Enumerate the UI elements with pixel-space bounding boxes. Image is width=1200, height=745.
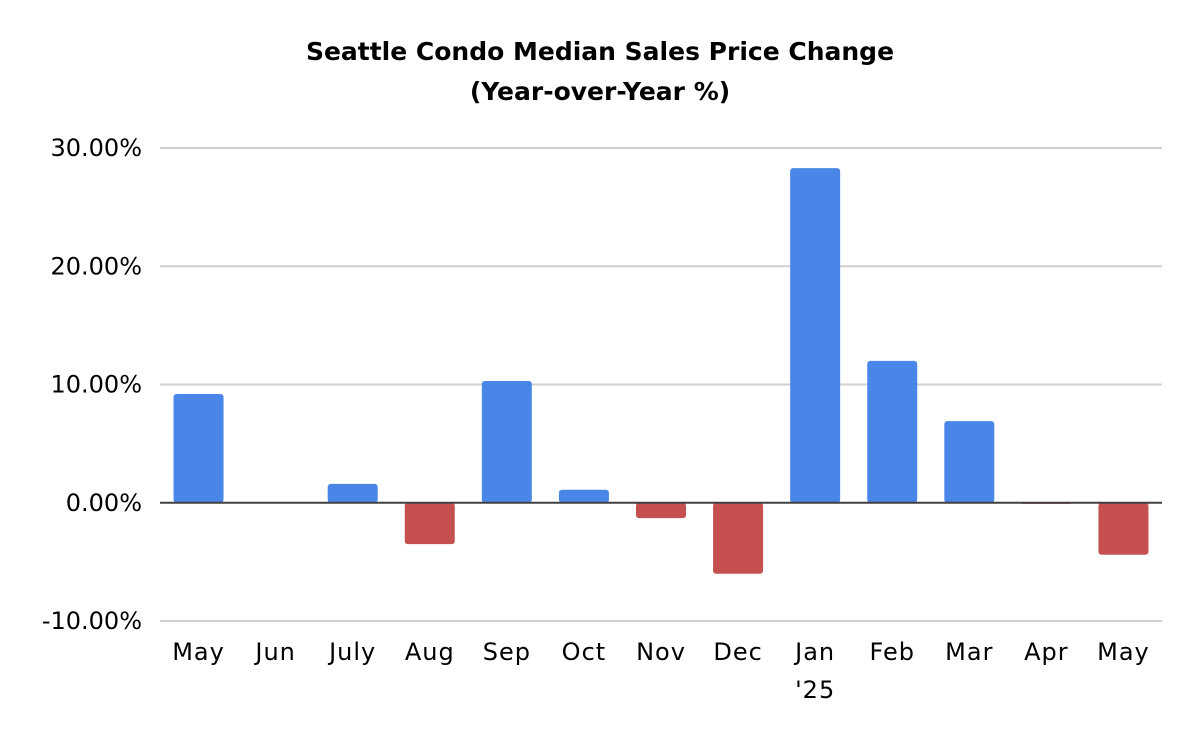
x-category-label: May	[1097, 638, 1150, 666]
bar	[713, 502, 764, 574]
bar	[1098, 502, 1149, 555]
x-category-label: Jan	[793, 638, 835, 666]
y-tick-label: -10.00%	[42, 607, 142, 635]
bar	[404, 502, 455, 545]
bar	[867, 360, 918, 503]
bar	[636, 502, 686, 519]
y-tick-label: 0.00%	[66, 489, 142, 517]
x-category-label: May	[172, 638, 225, 666]
y-tick-label: 10.00%	[50, 371, 142, 399]
bar	[327, 483, 378, 503]
x-category-label: Apr	[1024, 638, 1069, 666]
x-category-label: Aug	[405, 638, 455, 666]
x-category-label: Feb	[869, 638, 915, 666]
x-axis-categories: May Jun July Aug Sep Oct Nov Dec Jan '25 Feb Mar Apr…	[172, 638, 1150, 704]
gridlines	[160, 147, 1162, 622]
chart-title-line-1: Seattle Condo Median Sales Price Change	[306, 37, 894, 66]
bar	[481, 380, 532, 503]
bar	[173, 393, 224, 503]
x-category-label: Sep	[483, 638, 531, 666]
x-category-label: Mar	[945, 638, 993, 666]
bars	[173, 168, 1149, 574]
x-category-label: Jun	[253, 638, 296, 666]
x-category-label: July	[327, 638, 376, 666]
x-category-label: Nov	[636, 638, 686, 666]
x-category-label: '25	[795, 676, 835, 704]
bar	[558, 489, 609, 503]
bar	[944, 421, 995, 503]
bar	[790, 168, 841, 503]
y-tick-label: 30.00%	[50, 134, 142, 162]
y-tick-label: 20.00%	[50, 252, 142, 280]
chart-title-line-2: (Year-over-Year %)	[470, 77, 730, 106]
x-category-label: Dec	[713, 638, 762, 666]
x-category-label: Oct	[562, 638, 607, 666]
y-axis-ticks: 30.00% 20.00% 10.00% 0.00% -10.00%	[42, 134, 142, 635]
